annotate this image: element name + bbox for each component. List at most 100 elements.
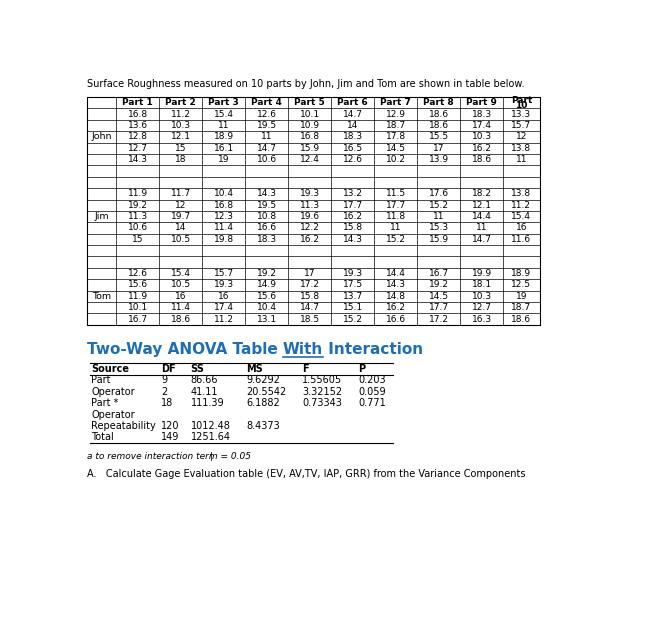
Text: 17.4: 17.4 <box>472 121 492 130</box>
Text: 15.6: 15.6 <box>127 281 148 290</box>
Text: With: With <box>283 342 323 357</box>
Text: 15.9: 15.9 <box>300 144 319 153</box>
Text: John: John <box>91 132 112 141</box>
Text: 11.8: 11.8 <box>386 212 406 221</box>
Text: Operator: Operator <box>91 410 135 420</box>
Text: 10.3: 10.3 <box>472 132 492 141</box>
Text: 15.4: 15.4 <box>214 110 234 119</box>
Text: 14.5: 14.5 <box>386 144 405 153</box>
Text: 17.8: 17.8 <box>386 132 406 141</box>
Text: Part: Part <box>91 376 111 385</box>
Text: 0.771: 0.771 <box>358 398 386 408</box>
Text: 17.4: 17.4 <box>214 303 234 312</box>
Text: 12.5: 12.5 <box>512 281 531 290</box>
Text: 11: 11 <box>433 212 445 221</box>
Text: 19.5: 19.5 <box>256 201 277 210</box>
Text: 16: 16 <box>175 292 186 301</box>
Text: 16.8: 16.8 <box>214 201 234 210</box>
Text: 111.39: 111.39 <box>190 398 224 408</box>
Text: 17: 17 <box>433 144 445 153</box>
Text: 15.4: 15.4 <box>512 212 531 221</box>
Text: Part: Part <box>511 96 532 105</box>
Text: SS: SS <box>190 364 205 374</box>
Text: 41.11: 41.11 <box>190 387 218 397</box>
Text: 10.8: 10.8 <box>256 212 277 221</box>
Text: Part 3: Part 3 <box>208 98 239 107</box>
Text: 15.6: 15.6 <box>256 292 277 301</box>
Text: 14.9: 14.9 <box>256 281 277 290</box>
Text: Part 1: Part 1 <box>122 98 153 107</box>
Text: 19.8: 19.8 <box>214 235 234 244</box>
Text: 18.3: 18.3 <box>256 235 277 244</box>
Text: 16: 16 <box>218 292 230 301</box>
Text: 16.2: 16.2 <box>386 303 405 312</box>
Text: 14.7: 14.7 <box>342 110 363 119</box>
Text: 0.203: 0.203 <box>358 376 386 385</box>
Text: 12.6: 12.6 <box>256 110 277 119</box>
Text: 19.2: 19.2 <box>428 281 449 290</box>
Text: 16.7: 16.7 <box>127 315 148 324</box>
Text: DF: DF <box>161 364 176 374</box>
Text: 15.9: 15.9 <box>428 235 449 244</box>
Text: 0.059: 0.059 <box>358 387 386 397</box>
Text: Two-Way ANOVA Table: Two-Way ANOVA Table <box>87 342 283 357</box>
Text: 11.6: 11.6 <box>512 235 531 244</box>
Text: 12.8: 12.8 <box>128 132 148 141</box>
Text: 14.3: 14.3 <box>386 281 405 290</box>
Text: Part 7: Part 7 <box>380 98 411 107</box>
Text: Total: Total <box>91 433 114 442</box>
Text: 11: 11 <box>516 155 527 164</box>
Text: 15.7: 15.7 <box>214 269 234 278</box>
Text: A.   Calculate Gage Evaluation table (EV, AV,TV, IAP, GRR) from the Variance Com: A. Calculate Gage Evaluation table (EV, … <box>87 469 525 479</box>
Text: 17.7: 17.7 <box>428 303 449 312</box>
Text: 10.3: 10.3 <box>472 292 492 301</box>
Text: 13.1: 13.1 <box>256 315 277 324</box>
Text: 12.9: 12.9 <box>386 110 405 119</box>
Text: Part 5: Part 5 <box>295 98 325 107</box>
Text: 14.3: 14.3 <box>256 189 277 198</box>
Text: F: F <box>302 364 309 374</box>
Text: 19.3: 19.3 <box>214 281 234 290</box>
Text: 11.2: 11.2 <box>512 201 531 210</box>
Text: 12.3: 12.3 <box>214 212 234 221</box>
Text: Part *: Part * <box>91 398 119 408</box>
Text: 11.2: 11.2 <box>171 110 191 119</box>
Text: 18.6: 18.6 <box>428 121 449 130</box>
Text: 11.3: 11.3 <box>300 201 319 210</box>
Text: 12: 12 <box>516 132 527 141</box>
Text: 11.9: 11.9 <box>127 189 148 198</box>
Text: 11.4: 11.4 <box>171 303 191 312</box>
Text: 0.73343: 0.73343 <box>302 398 342 408</box>
Text: 149: 149 <box>161 433 180 442</box>
Text: 16: 16 <box>516 224 527 233</box>
Text: a to remove interaction term = 0.05: a to remove interaction term = 0.05 <box>87 453 251 462</box>
Text: 11: 11 <box>476 224 487 233</box>
Text: 17.7: 17.7 <box>386 201 406 210</box>
Text: 12.1: 12.1 <box>472 201 492 210</box>
Text: 6.1882: 6.1882 <box>246 398 280 408</box>
Text: MS: MS <box>246 364 263 374</box>
Text: 9: 9 <box>161 376 167 385</box>
Bar <box>87 97 540 325</box>
Text: 11: 11 <box>261 132 272 141</box>
Text: 16.8: 16.8 <box>127 110 148 119</box>
Text: 18.9: 18.9 <box>512 269 531 278</box>
Text: 15.8: 15.8 <box>342 224 363 233</box>
Text: 10.4: 10.4 <box>214 189 234 198</box>
Text: 18.3: 18.3 <box>342 132 363 141</box>
Text: 18.2: 18.2 <box>472 189 492 198</box>
Text: 17.6: 17.6 <box>428 189 449 198</box>
Text: 15.1: 15.1 <box>342 303 363 312</box>
Text: 18.6: 18.6 <box>512 315 531 324</box>
Text: 10.5: 10.5 <box>171 281 191 290</box>
Text: 9.6292: 9.6292 <box>246 376 280 385</box>
Text: 15: 15 <box>132 235 144 244</box>
Text: 16.1: 16.1 <box>214 144 234 153</box>
Text: 16.6: 16.6 <box>256 224 277 233</box>
Text: Part 2: Part 2 <box>165 98 196 107</box>
Text: 16.5: 16.5 <box>342 144 363 153</box>
Text: 19.6: 19.6 <box>300 212 319 221</box>
Text: 86.66: 86.66 <box>190 376 218 385</box>
Text: 12.7: 12.7 <box>128 144 148 153</box>
Text: 19.3: 19.3 <box>342 269 363 278</box>
